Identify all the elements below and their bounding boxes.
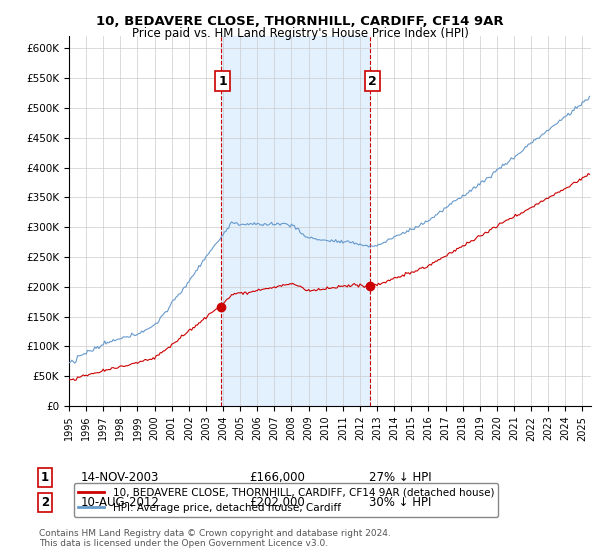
Text: £202,000: £202,000 xyxy=(249,496,305,509)
Text: 27% ↓ HPI: 27% ↓ HPI xyxy=(369,470,431,484)
Text: 30% ↓ HPI: 30% ↓ HPI xyxy=(369,496,431,509)
Text: 1: 1 xyxy=(218,74,227,87)
Text: 2: 2 xyxy=(368,74,376,87)
Text: 14-NOV-2003: 14-NOV-2003 xyxy=(81,470,160,484)
Text: 10-AUG-2012: 10-AUG-2012 xyxy=(81,496,160,509)
Text: 10, BEDAVERE CLOSE, THORNHILL, CARDIFF, CF14 9AR: 10, BEDAVERE CLOSE, THORNHILL, CARDIFF, … xyxy=(96,15,504,28)
Text: £166,000: £166,000 xyxy=(249,470,305,484)
Text: 1: 1 xyxy=(41,470,49,484)
Text: Contains HM Land Registry data © Crown copyright and database right 2024.: Contains HM Land Registry data © Crown c… xyxy=(39,529,391,538)
Legend: 10, BEDAVERE CLOSE, THORNHILL, CARDIFF, CF14 9AR (detached house), HPI: Average : 10, BEDAVERE CLOSE, THORNHILL, CARDIFF, … xyxy=(74,483,499,517)
Bar xyxy=(221,36,370,406)
Text: 2: 2 xyxy=(41,496,49,509)
Text: Price paid vs. HM Land Registry's House Price Index (HPI): Price paid vs. HM Land Registry's House … xyxy=(131,27,469,40)
Text: This data is licensed under the Open Government Licence v3.0.: This data is licensed under the Open Gov… xyxy=(39,539,328,548)
